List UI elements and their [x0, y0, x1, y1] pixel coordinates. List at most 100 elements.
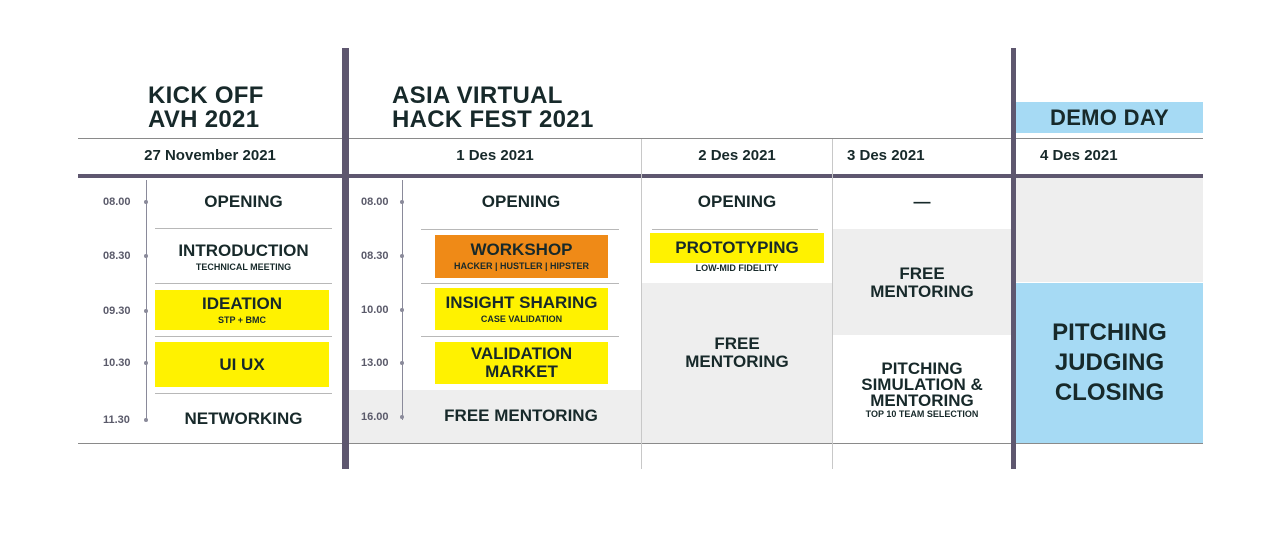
event-title: MENTORING [870, 390, 974, 410]
event-free-mentoring: FREE MENTORING [400, 398, 642, 434]
event-free-mentoring: FREE MENTORING [642, 328, 832, 378]
divider-right [1011, 48, 1016, 469]
time-label: 13.00 [361, 357, 389, 369]
time-label: 08.30 [103, 250, 131, 262]
free-mentoring-bg [349, 390, 641, 443]
event-title: OPENING [697, 192, 777, 211]
event-uiux: UI UX [155, 342, 329, 387]
event-pitching-judging-closing: PITCHING JUDGING CLOSING [1016, 283, 1203, 443]
event-title: NETWORKING [184, 409, 303, 428]
event-opening: OPENING [420, 186, 622, 218]
event-title: WORKSHOP [470, 240, 573, 259]
event-title: — [913, 192, 931, 211]
event-subtitle: TECHNICAL MEETING [195, 261, 292, 272]
event-title: PITCHING [1052, 319, 1167, 346]
event-pitching-simulation: PITCHING SIMULATION & MENTORING TOP 10 T… [833, 356, 1011, 424]
time-dot [144, 361, 148, 365]
event-prototyping: PROTOTYPING [650, 233, 824, 263]
event-insight-sharing: INSIGHT SHARING CASE VALIDATION [435, 288, 608, 330]
time-label: 09.30 [103, 305, 131, 317]
event-title: OPENING [481, 192, 561, 211]
time-dot [400, 254, 404, 258]
event-none: — [833, 186, 1011, 218]
date-2-des: 2 Des 2021 [698, 147, 776, 164]
event-opening: OPENING [155, 186, 332, 218]
event-title: MENTORING [685, 352, 789, 371]
event-subtitle: LOW-MID FIDELITY [695, 262, 779, 273]
event-networking: NETWORKING [155, 402, 332, 436]
hackfest-title: ASIA VIRTUAL HACK FEST 2021 [392, 84, 594, 132]
hackfest-line-1: ASIA VIRTUAL [392, 82, 563, 109]
time-label: 11.30 [103, 414, 130, 426]
date-4-des: 4 Des 2021 [1040, 147, 1118, 164]
row-separator [155, 228, 332, 229]
date-3-des: 3 Des 2021 [847, 147, 925, 164]
hackfest-line-2: HACK FEST 2021 [392, 106, 594, 133]
event-title: UI UX [219, 354, 265, 374]
date-1-des: 1 Des 2021 [456, 147, 534, 164]
event-title: SIMULATION & [861, 374, 983, 394]
event-prototyping-sub: LOW-MID FIDELITY [650, 260, 824, 274]
event-subtitle: CASE VALIDATION [480, 313, 563, 324]
row-separator [421, 229, 619, 230]
row-separator [155, 283, 332, 284]
event-title: FREE [714, 334, 760, 353]
event-title: MARKET [485, 362, 558, 381]
time-label: 16.00 [361, 411, 389, 423]
event-title: PITCHING [881, 358, 963, 378]
time-dot [144, 418, 148, 422]
event-title: IDEATION [202, 293, 282, 313]
time-dot [400, 415, 404, 419]
event-title: FREE MENTORING [444, 406, 598, 425]
divider-day2 [641, 139, 642, 469]
kickoff-title: KICK OFF AVH 2021 [148, 84, 264, 132]
timeline-col1 [146, 180, 147, 420]
event-title: INTRODUCTION [178, 240, 309, 260]
divider-left [342, 48, 349, 469]
event-title: JUDGING [1054, 349, 1165, 376]
event-validation-market: VALIDATION MARKET [435, 342, 608, 384]
free-mentoring-bg [833, 229, 1011, 335]
event-title: CLOSING [1054, 379, 1165, 406]
time-label: 10.30 [103, 357, 131, 369]
time-dot [144, 200, 148, 204]
empty-block [1016, 178, 1203, 282]
time-dot [400, 308, 404, 312]
event-title: INSIGHT SHARING [445, 292, 598, 312]
time-dot [400, 361, 404, 365]
demoday-title: DEMO DAY [1016, 102, 1203, 133]
event-opening: OPENING [642, 186, 832, 218]
event-title: PROTOTYPING [675, 238, 799, 257]
event-workshop: WORKSHOP HACKER | HUSTLER | HIPSTER [435, 235, 608, 278]
date-27-nov: 27 November 2021 [144, 147, 276, 164]
time-dot [144, 309, 148, 313]
event-subtitle: HACKER | HUSTLER | HIPSTER [453, 261, 590, 271]
kickoff-line-2: AVH 2021 [148, 106, 260, 133]
event-ideation: IDEATION STP + BMC [155, 290, 329, 330]
event-title: OPENING [204, 192, 283, 211]
event-title: MENTORING [870, 282, 974, 301]
time-dot [144, 254, 148, 258]
table-bottom-line [78, 443, 1203, 444]
time-label: 08.00 [361, 196, 389, 208]
event-free-mentoring: FREE MENTORING [833, 258, 1011, 308]
header-bottom-line [78, 174, 1203, 178]
time-label: 08.30 [361, 250, 389, 262]
event-introduction: INTRODUCTION TECHNICAL MEETING [155, 236, 332, 278]
row-separator [421, 336, 619, 337]
row-separator [421, 283, 619, 284]
free-mentoring-bg [642, 283, 832, 443]
event-title: VALIDATION [470, 344, 573, 363]
header-top-line [78, 138, 1203, 139]
divider-day3 [832, 139, 833, 469]
row-separator [652, 229, 818, 230]
time-dot [400, 200, 404, 204]
event-subtitle: STP + BMC [217, 314, 267, 325]
time-label: 08.00 [103, 196, 131, 208]
kickoff-line-1: KICK OFF [148, 82, 264, 109]
row-separator [155, 393, 332, 394]
event-subtitle: TOP 10 TEAM SELECTION [865, 408, 979, 419]
time-label: 10.00 [361, 304, 389, 316]
event-title: FREE [899, 264, 945, 283]
row-separator [155, 336, 332, 337]
